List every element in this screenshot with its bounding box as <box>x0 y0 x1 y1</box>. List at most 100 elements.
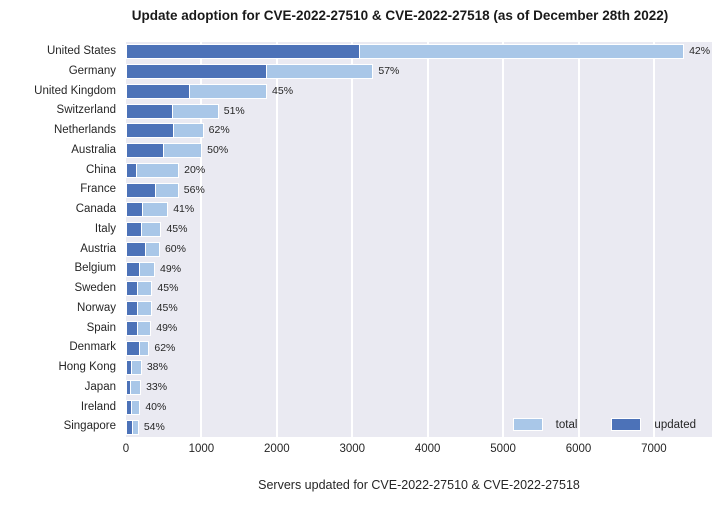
gridline <box>502 42 505 437</box>
bar-percentage-label: 38% <box>146 361 168 374</box>
country-label: Hong Kong <box>58 361 116 373</box>
bar-row: 51% <box>126 101 712 121</box>
x-tick-label: 5000 <box>490 443 516 455</box>
country-label: Denmark <box>69 341 116 354</box>
bar-row: 45% <box>126 279 712 299</box>
updated-bar <box>126 83 190 99</box>
bar-row: 50% <box>126 141 712 161</box>
updated-bar <box>126 241 147 257</box>
bar-row: 60% <box>126 240 712 260</box>
x-tick-label: 6000 <box>565 443 592 455</box>
gridline <box>652 42 655 437</box>
country-label: Spain <box>86 321 116 334</box>
gridline <box>200 42 203 437</box>
bar-row: 33% <box>126 378 712 398</box>
bar-percentage-label: 49% <box>160 262 182 275</box>
country-label: Switzerland <box>56 104 116 117</box>
country-label: Norway <box>77 301 116 314</box>
chart-title: Update adoption for CVE-2022-27510 & CVE… <box>131 8 669 23</box>
bar-row: 45% <box>126 299 712 319</box>
bar-percentage-label: 49% <box>156 321 178 334</box>
bar-row: 57% <box>126 62 712 82</box>
updated-bar <box>126 143 165 159</box>
bar-percentage-label: 50% <box>207 144 229 157</box>
updated-bar <box>126 103 174 119</box>
country-label: Italy <box>94 222 116 235</box>
country-label: Canada <box>75 203 116 215</box>
updated-bar <box>126 399 132 415</box>
bar-percentage-label: 45% <box>166 223 188 236</box>
legend-label: total <box>555 418 578 431</box>
bar-row: 54% <box>126 417 712 437</box>
country-label: Japan <box>84 380 116 393</box>
bar-percentage-label: 57% <box>378 65 400 78</box>
x-tick-label: 0 <box>122 443 130 455</box>
updated-bar <box>126 162 137 178</box>
bar-row: 38% <box>126 358 712 378</box>
updated-bar <box>126 222 142 238</box>
country-label: France <box>80 183 116 196</box>
bar-percentage-label: 20% <box>184 163 206 176</box>
bar-row: 40% <box>126 398 712 418</box>
updated-bar <box>126 360 133 376</box>
updated-bar <box>126 380 131 396</box>
legend-item: updated <box>611 418 696 431</box>
bar-row: 62% <box>126 338 712 358</box>
bar-percentage-label: 40% <box>145 400 167 413</box>
country-label: Australia <box>71 143 116 156</box>
x-tick-label: 4000 <box>414 443 441 455</box>
x-tick-label: 3000 <box>339 443 366 455</box>
gridline <box>275 42 278 437</box>
legend: total updated <box>512 418 696 431</box>
updated-bar <box>126 182 156 198</box>
country-label: Germany <box>68 64 116 77</box>
bar-row: 42% <box>126 42 712 62</box>
x-tick-label: 2000 <box>264 443 290 455</box>
updated-bar <box>126 340 141 356</box>
updated-bar <box>126 320 139 336</box>
x-tick-label: 1000 <box>188 443 215 455</box>
legend-swatch-updated <box>611 418 642 431</box>
updated-bar <box>126 301 138 317</box>
bar-row: 45% <box>126 82 712 102</box>
legend-label: updated <box>654 418 696 431</box>
legend-swatch-total <box>512 418 543 431</box>
bar-row: 41% <box>126 200 712 220</box>
bar-percentage-label: 45% <box>272 84 294 97</box>
bar-percentage-label: 62% <box>154 341 176 354</box>
bar-row: 20% <box>126 161 712 181</box>
bar-row: 62% <box>126 121 712 141</box>
bar-row: 49% <box>126 259 712 279</box>
bar-row: 56% <box>126 180 712 200</box>
legend-item: total <box>512 418 578 431</box>
country-label: Belgium <box>74 262 116 275</box>
bar-percentage-label: 51% <box>223 104 245 117</box>
updated-bar <box>126 261 141 277</box>
updated-bar <box>126 123 175 139</box>
bar-row: 45% <box>126 220 712 240</box>
bar-percentage-label: 45% <box>157 282 179 295</box>
gridline <box>577 42 580 437</box>
country-label: United Kingdom <box>34 84 116 97</box>
bar-percentage-label: 56% <box>183 183 205 196</box>
country-label: Ireland <box>80 400 116 413</box>
bar-percentage-label: 41% <box>173 203 195 216</box>
bar-percentage-label: 33% <box>146 381 168 394</box>
bar-row: 49% <box>126 319 712 339</box>
updated-bar <box>126 281 138 297</box>
country-label: United States <box>46 45 116 57</box>
bar-percentage-label: 45% <box>156 302 178 315</box>
country-label: Austria <box>80 242 116 255</box>
country-label: China <box>85 163 116 176</box>
bar-percentage-label: 62% <box>208 124 230 137</box>
country-label: Sweden <box>74 282 116 294</box>
country-label: Singapore <box>63 420 116 433</box>
bar-percentage-label: 60% <box>164 242 186 255</box>
x-axis-label: Servers updated for CVE-2022-27510 & CVE… <box>258 478 580 492</box>
updated-bar <box>126 44 361 60</box>
updated-bar <box>126 64 268 80</box>
bar-percentage-label: 42% <box>689 45 711 58</box>
updated-bar <box>126 419 133 435</box>
gridline <box>426 42 429 437</box>
